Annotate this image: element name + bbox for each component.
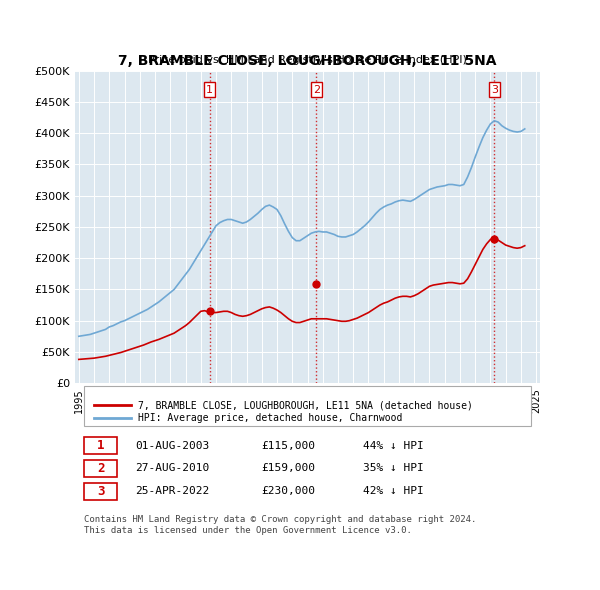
- Title: 7, BRAMBLE CLOSE, LOUGHBOROUGH, LE11 5NA: 7, BRAMBLE CLOSE, LOUGHBOROUGH, LE11 5NA: [118, 54, 497, 68]
- Text: Price paid vs. HM Land Registry's House Price Index (HPI): Price paid vs. HM Land Registry's House …: [148, 54, 467, 64]
- Text: 2: 2: [313, 84, 320, 94]
- FancyBboxPatch shape: [84, 386, 531, 426]
- FancyBboxPatch shape: [84, 437, 117, 454]
- Text: 25-APR-2022: 25-APR-2022: [136, 486, 210, 496]
- Text: 3: 3: [491, 84, 498, 94]
- Text: 1: 1: [206, 84, 213, 94]
- Text: 44% ↓ HPI: 44% ↓ HPI: [364, 441, 424, 451]
- Text: 7, BRAMBLE CLOSE, LOUGHBOROUGH, LE11 5NA (detached house): 7, BRAMBLE CLOSE, LOUGHBOROUGH, LE11 5NA…: [138, 400, 473, 410]
- Text: £159,000: £159,000: [261, 463, 315, 473]
- Text: 35% ↓ HPI: 35% ↓ HPI: [364, 463, 424, 473]
- FancyBboxPatch shape: [84, 460, 117, 477]
- Text: £115,000: £115,000: [261, 441, 315, 451]
- Text: 27-AUG-2010: 27-AUG-2010: [136, 463, 210, 473]
- Text: 1: 1: [97, 439, 104, 452]
- Text: 3: 3: [97, 484, 104, 497]
- Text: Contains HM Land Registry data © Crown copyright and database right 2024.
This d: Contains HM Land Registry data © Crown c…: [84, 515, 476, 535]
- Text: 01-AUG-2003: 01-AUG-2003: [136, 441, 210, 451]
- FancyBboxPatch shape: [84, 483, 117, 500]
- Text: £230,000: £230,000: [261, 486, 315, 496]
- Text: HPI: Average price, detached house, Charnwood: HPI: Average price, detached house, Char…: [138, 413, 402, 423]
- Text: 42% ↓ HPI: 42% ↓ HPI: [364, 486, 424, 496]
- Text: 2: 2: [97, 462, 104, 475]
